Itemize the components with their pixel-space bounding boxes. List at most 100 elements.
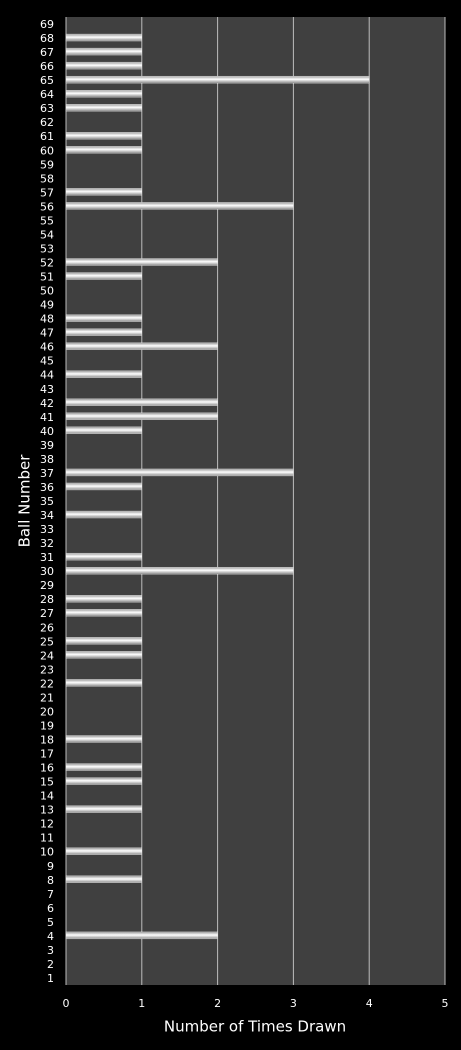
bar	[65, 188, 142, 196]
bar	[65, 314, 142, 322]
bar	[65, 931, 218, 940]
y-tick-label: 18	[40, 733, 54, 746]
bar	[65, 328, 142, 336]
x-tick-label: 3	[290, 997, 297, 1010]
y-tick-label: 60	[40, 144, 54, 157]
y-tick-label: 16	[40, 762, 54, 775]
bar	[65, 104, 142, 112]
bar	[65, 482, 142, 491]
y-tick-label: 8	[47, 874, 54, 887]
y-tick-label: 20	[40, 705, 54, 718]
y-tick-label: 19	[40, 719, 54, 732]
y-tick-label: 54	[40, 228, 54, 241]
y-tick-label: 66	[40, 60, 54, 73]
y-tick-label: 67	[40, 46, 54, 59]
y-tick-label: 5	[47, 916, 54, 929]
y-tick-label: 11	[40, 832, 54, 845]
y-tick-label: 36	[40, 481, 54, 494]
y-tick-label: 32	[40, 537, 54, 550]
y-tick-label: 69	[40, 18, 54, 31]
y-tick-label: 12	[40, 818, 54, 831]
y-tick-label: 49	[40, 299, 54, 312]
y-tick-label: 24	[40, 649, 54, 662]
y-tick-label: 26	[40, 621, 54, 634]
bar	[65, 595, 142, 603]
bar	[65, 679, 142, 687]
y-tick-label: 3	[47, 944, 54, 957]
y-tick-label: 55	[40, 214, 54, 227]
bar	[65, 47, 142, 56]
y-tick-label: 64	[40, 88, 54, 101]
bar	[65, 132, 142, 140]
y-tick-label: 44	[40, 369, 54, 382]
x-tick-label: 4	[366, 997, 373, 1010]
bar	[65, 272, 142, 280]
x-tick-label: 5	[442, 997, 449, 1010]
y-tick-label: 35	[40, 495, 54, 508]
bar	[65, 412, 218, 420]
y-tick-label: 9	[47, 860, 54, 873]
bar	[65, 146, 142, 154]
y-tick-label: 42	[40, 397, 54, 410]
y-tick-label: 23	[40, 663, 54, 676]
bar	[65, 609, 142, 617]
y-tick-label: 1	[47, 972, 54, 985]
bar	[65, 735, 142, 743]
y-tick-label: 13	[40, 804, 54, 817]
bar	[65, 468, 294, 477]
y-tick-label: 57	[40, 186, 54, 199]
y-tick-label: 59	[40, 158, 54, 171]
y-tick-label: 29	[40, 579, 54, 592]
y-tick-label: 7	[47, 888, 54, 901]
y-tick-label: 4	[47, 930, 54, 943]
y-tick-label: 38	[40, 453, 54, 466]
bar	[65, 777, 142, 785]
x-tick-label: 2	[214, 997, 221, 1010]
bar	[65, 342, 218, 350]
y-tick-label: 6	[47, 902, 54, 915]
bar	[65, 75, 370, 84]
bar	[65, 552, 142, 561]
y-tick-label: 28	[40, 593, 54, 606]
y-tick-label: 58	[40, 172, 54, 185]
y-tick-label: 53	[40, 242, 54, 255]
y-tick-label: 2	[47, 958, 54, 971]
y-tick-label: 25	[40, 635, 54, 648]
bar	[65, 637, 142, 645]
x-axis-title: Number of Times Drawn	[164, 1018, 346, 1036]
y-tick-label: 21	[40, 691, 54, 704]
y-tick-label: 10	[40, 846, 54, 859]
y-tick-label: 43	[40, 383, 54, 396]
y-tick-label: 31	[40, 551, 54, 564]
y-tick-label: 34	[40, 509, 54, 522]
plot-area	[66, 17, 445, 985]
y-tick-label: 52	[40, 257, 54, 270]
bar	[65, 202, 294, 210]
bar	[65, 875, 142, 883]
y-axis-title: Ball Number	[16, 454, 34, 548]
bar	[65, 763, 142, 771]
y-tick-label: 45	[40, 355, 54, 368]
bar	[65, 33, 142, 42]
bar	[65, 426, 142, 435]
x-tick-label: 1	[138, 997, 145, 1010]
y-tick-label: 30	[40, 565, 54, 578]
bar	[65, 398, 218, 406]
y-tick-label: 51	[40, 271, 54, 284]
y-tick-label: 22	[40, 677, 54, 690]
bar	[65, 258, 218, 266]
bar	[65, 651, 142, 659]
y-tick-label: 40	[40, 425, 54, 438]
x-tick-label: 0	[63, 997, 70, 1010]
y-tick-label: 48	[40, 313, 54, 326]
bar	[65, 510, 142, 519]
y-tick-label: 68	[40, 32, 54, 45]
bar	[65, 805, 142, 813]
y-tick-label: 41	[40, 411, 54, 424]
y-tick-label: 56	[40, 200, 54, 213]
y-tick-label: 14	[40, 790, 54, 803]
y-tick-label: 50	[40, 285, 54, 298]
y-tick-label: 33	[40, 523, 54, 536]
